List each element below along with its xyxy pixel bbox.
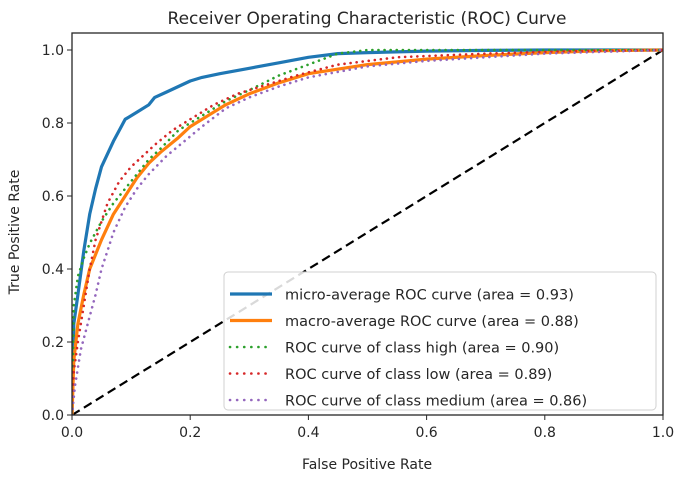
y-tick-label: 1.0 <box>42 43 64 59</box>
x-tick-label: 0.0 <box>61 425 83 441</box>
y-tick-label: 0.4 <box>42 262 64 278</box>
legend-label: ROC curve of class high (area = 0.90) <box>285 341 559 357</box>
x-tick-label: 1.0 <box>652 425 674 441</box>
y-axis-label: True Positive Rate <box>7 170 23 296</box>
legend-label: micro-average ROC curve (area = 0.93) <box>285 288 574 304</box>
chart-title: Receiver Operating Characteristic (ROC) … <box>168 9 567 29</box>
legend-box <box>223 271 657 411</box>
y-tick-label: 0.6 <box>42 189 64 205</box>
plot-area <box>72 48 663 415</box>
x-tick-label: 0.2 <box>179 425 201 441</box>
axes-frame <box>71 32 664 416</box>
y-tick-label: 0.0 <box>42 408 64 424</box>
x-tick-label: 0.6 <box>415 425 437 441</box>
x-tick-label: 0.8 <box>534 425 556 441</box>
y-axis: 0.0 0.2 0.4 0.6 0.8 1.0 <box>42 43 72 424</box>
y-tick-label: 0.8 <box>42 116 64 132</box>
legend-label: ROC curve of class low (area = 0.89) <box>285 367 552 383</box>
y-tick-label: 0.2 <box>42 335 64 351</box>
x-axis: 0.0 0.2 0.4 0.6 0.8 1.0 <box>61 415 674 441</box>
legend-label: ROC curve of class medium (area = 0.86) <box>285 394 587 410</box>
x-axis-label: False Positive Rate <box>302 457 432 473</box>
legend-label: macro-average ROC curve (area = 0.88) <box>285 314 579 330</box>
series-line-3 <box>72 48 663 415</box>
x-tick-label: 0.4 <box>297 425 319 441</box>
series-line-4 <box>72 48 663 415</box>
series-line-2 <box>72 48 663 415</box>
chance-diagonal-line <box>72 49 663 415</box>
legend: micro-average ROC curve (area = 0.93) mac… <box>223 271 657 411</box>
series-line-5 <box>72 48 663 415</box>
series-line-1 <box>72 48 663 415</box>
